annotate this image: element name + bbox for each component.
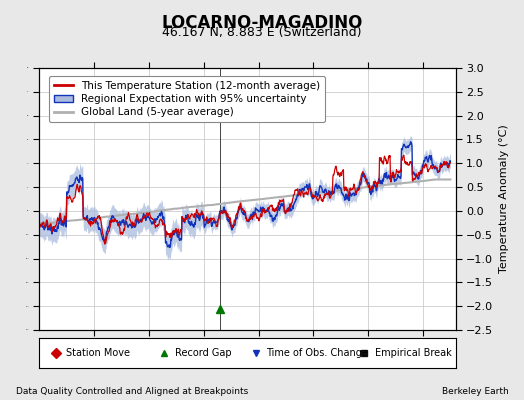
Text: Data Quality Controlled and Aligned at Breakpoints: Data Quality Controlled and Aligned at B… <box>16 387 248 396</box>
Text: Station Move: Station Move <box>67 348 130 358</box>
Text: 46.167 N, 8.883 E (Switzerland): 46.167 N, 8.883 E (Switzerland) <box>162 26 362 39</box>
Y-axis label: Temperature Anomaly (°C): Temperature Anomaly (°C) <box>499 125 509 273</box>
Text: Record Gap: Record Gap <box>174 348 231 358</box>
Text: Berkeley Earth: Berkeley Earth <box>442 387 508 396</box>
Text: Empirical Break: Empirical Break <box>375 348 451 358</box>
Text: Time of Obs. Change: Time of Obs. Change <box>266 348 368 358</box>
Legend: This Temperature Station (12-month average), Regional Expectation with 95% uncer: This Temperature Station (12-month avera… <box>49 76 325 122</box>
Text: LOCARNO-MAGADINO: LOCARNO-MAGADINO <box>161 14 363 32</box>
